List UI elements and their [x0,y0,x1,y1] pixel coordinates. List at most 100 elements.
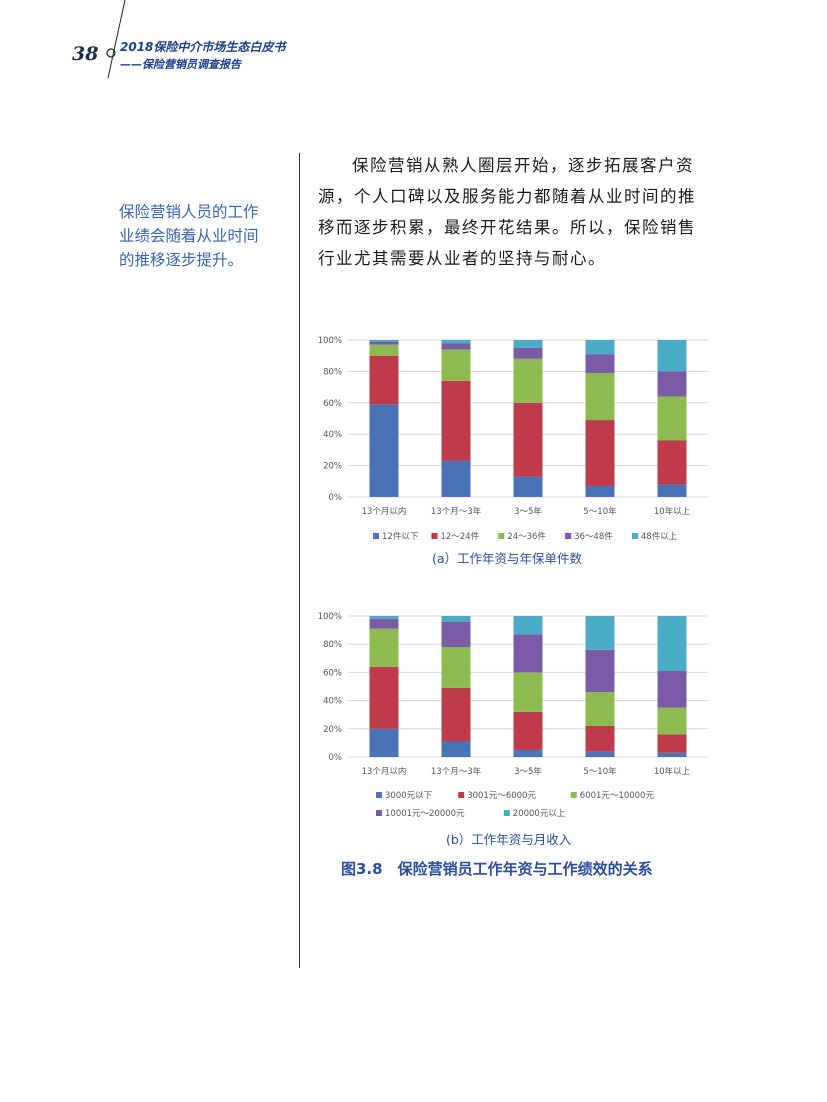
bar-segment [441,343,471,350]
bar-segment [585,372,615,421]
bar-segment [513,476,543,497]
body-line: 源，个人口碑以及服务能力都随着从业时间的推 [318,187,696,206]
bar-segment [513,634,543,673]
y-tick-label: 20% [323,462,342,472]
bar-segment [513,616,543,635]
bar-segment [369,628,399,667]
bar-segment [369,340,399,342]
bar-segment [585,486,615,497]
x-tick-label: 13个月以内 [362,506,407,517]
bar-segment [513,402,543,477]
chart-b-caption: (b）工作年资与月收入 [446,832,572,847]
legend-swatch [376,792,382,798]
bar-segment [369,355,399,405]
x-tick-label: 10年以上 [654,506,691,517]
legend-label: 12件以下 [382,531,419,542]
bar-segment [369,666,399,729]
bar-segment [585,751,615,757]
stacked-bar-chart-b: 0% 20% 40% 60% 80% 100% 13个月以内 13个月～3年 3～5年 5～10年… [318,612,708,819]
body-line: 移而逐步积累，最终开花结果。所以，保险销售 [318,218,696,237]
body-line: 行业尤其需要从业者的坚持与耐心。 [318,249,606,268]
y-tick-label: 0% [329,753,343,763]
bar-segment [441,380,471,461]
bar-segment [513,347,543,359]
bar-segment [441,687,471,742]
legend-swatch [431,533,438,539]
y-tick-label: 80% [323,367,342,377]
y-tick-label: 60% [323,399,342,409]
legend-swatch [458,792,465,798]
bar-segment [585,692,615,726]
side-note-line: 保险营销人员的工作 [119,203,259,221]
legend-swatch [631,533,638,539]
bar-segment [369,728,399,757]
bar-segment [585,420,615,487]
bar-segment [657,484,687,497]
bar-segment [441,621,471,648]
x-tick-label: 10年以上 [654,766,691,777]
x-tick-label: 13个月～3年 [431,506,482,517]
x-tick-label: 3～5年 [514,506,542,517]
y-tick-label: 60% [323,668,342,678]
y-tick-label: 0% [329,493,343,503]
header-title: 2018保险中介市场生态白皮书 [120,40,286,54]
legend-swatch [498,533,505,539]
bar-segment [369,341,399,345]
legend-swatch [570,792,577,798]
bar-segment [585,340,615,355]
x-tick-label: 13个月以内 [362,766,407,777]
y-tick-label: 40% [323,430,342,440]
page-number: 38 [72,43,99,65]
bar-segment [513,749,543,757]
bar-segment [585,725,615,752]
bar-segment [657,734,687,753]
bar-segment [657,371,687,397]
x-tick-label: 5～10年 [583,506,617,517]
bar-segment [657,396,687,441]
legend-swatch [373,533,379,539]
x-tick-label: 5～10年 [583,766,617,777]
bar-segment [585,354,615,373]
bar-segment [441,616,471,622]
legend-label: 20000元以上 [513,809,566,819]
legend-label: 6001元～10000元 [580,791,655,801]
bar-segment [441,340,471,344]
y-tick-label: 80% [323,640,342,650]
bar-segment [657,752,687,757]
legend-label: 3000元以下 [385,791,433,801]
y-tick-label: 40% [323,697,342,707]
stacked-bar-chart-a: 0% 20% 40% 60% 80% 100% 13个月以内 13个月～3年 3～5年 5～10年… [318,336,708,542]
bar-segment [513,358,543,403]
figure-title: 图3.8 保险营销员工作年资与工作绩效的关系 [341,860,653,878]
bar-segment [513,672,543,712]
bar-segment [441,349,471,381]
bar-segment [369,616,399,619]
y-tick-label: 100% [318,612,342,622]
legend-label: 3001元～6000元 [467,791,536,801]
bar-segment [657,670,687,708]
x-tick-label: 13个月～3年 [431,766,482,777]
bar-segment [513,340,543,348]
side-note-line: 业绩会随着从业时间 [119,227,259,245]
bar-segment [369,344,399,356]
header-decoration [106,0,126,79]
legend-swatch [565,533,572,539]
legend-swatch [503,810,510,816]
bar-segment [657,707,687,735]
legend-label: 24～36件 [507,531,546,542]
bar-segment [657,340,687,372]
body-line: 保险营销从熟人圈层开始，逐步拓展客户资 [352,156,694,175]
bar-segment [441,460,471,497]
bar-segment [441,647,471,688]
bar-segment [585,649,615,693]
legend-label: 12～24件 [441,531,480,542]
legend-label: 48件以上 [641,531,678,542]
header-subtitle: ——保险营销员调查报告 [120,58,241,71]
column-divider [299,153,300,968]
bar-segment [585,616,615,650]
bar-segment [369,618,399,629]
bar-segment [369,404,399,497]
bar-segment [513,711,543,750]
chart-a-caption: (a）工作年资与年保单件数 [432,551,583,566]
x-tick-label: 3～5年 [514,766,542,777]
